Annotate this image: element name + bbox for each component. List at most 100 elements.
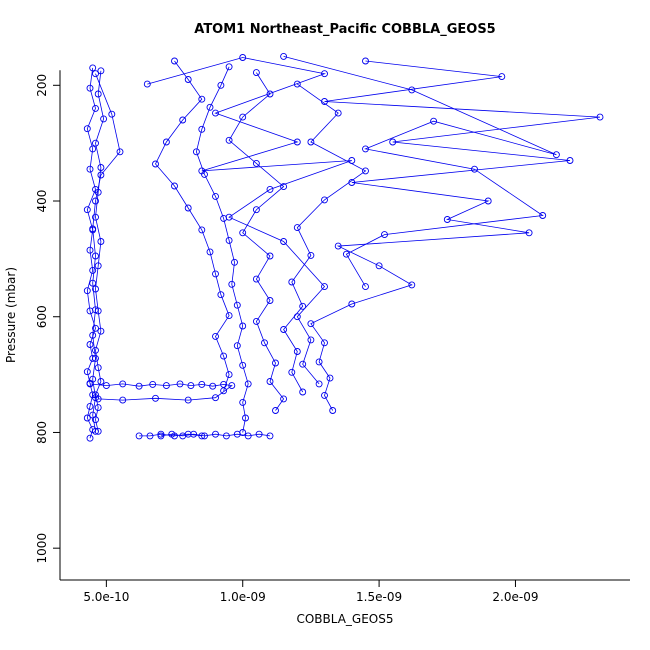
data-point bbox=[89, 331, 97, 339]
series-line-profile-08 bbox=[310, 60, 601, 411]
data-point bbox=[430, 117, 438, 125]
data-point bbox=[108, 110, 116, 118]
data-point bbox=[149, 380, 157, 388]
y-tick-label: 400 bbox=[35, 190, 49, 213]
data-point bbox=[184, 76, 192, 83]
data-point bbox=[307, 251, 315, 259]
data-point bbox=[293, 224, 301, 232]
data-point bbox=[266, 90, 274, 98]
data-point bbox=[280, 52, 288, 60]
data-point bbox=[348, 157, 356, 164]
data-point bbox=[152, 160, 159, 168]
data-point bbox=[222, 432, 230, 440]
data-point bbox=[321, 196, 328, 204]
data-point bbox=[92, 324, 99, 332]
data-point bbox=[244, 380, 252, 388]
data-point bbox=[362, 167, 369, 175]
data-point bbox=[280, 238, 288, 245]
data-point bbox=[239, 322, 247, 330]
data-point bbox=[252, 275, 260, 283]
data-point bbox=[252, 317, 260, 325]
data-point bbox=[315, 358, 323, 366]
data-point bbox=[162, 138, 170, 146]
data-point bbox=[293, 348, 301, 355]
data-point bbox=[209, 382, 217, 390]
data-point bbox=[233, 301, 241, 309]
data-point bbox=[408, 86, 416, 94]
data-point bbox=[92, 346, 99, 354]
data-point bbox=[206, 103, 214, 111]
data-point bbox=[326, 374, 334, 382]
data-point bbox=[171, 182, 178, 190]
data-point bbox=[92, 427, 99, 435]
data-point bbox=[86, 165, 94, 173]
data-point bbox=[498, 73, 506, 81]
data-point bbox=[239, 429, 247, 436]
data-point bbox=[162, 382, 170, 390]
data-point bbox=[239, 113, 247, 121]
data-point bbox=[228, 280, 236, 288]
data-point bbox=[89, 279, 97, 287]
data-point bbox=[92, 252, 99, 260]
data-point bbox=[86, 434, 94, 442]
data-point bbox=[171, 432, 178, 440]
data-point bbox=[89, 145, 97, 153]
data-point bbox=[86, 380, 94, 388]
data-point bbox=[184, 430, 192, 438]
data-point bbox=[86, 84, 94, 92]
data-point bbox=[92, 306, 99, 314]
data-point bbox=[135, 382, 143, 390]
data-point bbox=[212, 109, 219, 117]
x-tick-label: 2.0e-09 bbox=[492, 590, 538, 604]
data-point bbox=[255, 430, 263, 438]
data-point bbox=[100, 115, 108, 123]
data-point bbox=[92, 70, 99, 78]
data-point bbox=[288, 278, 296, 286]
data-point bbox=[97, 164, 105, 171]
data-point bbox=[539, 212, 547, 219]
data-point bbox=[212, 270, 219, 278]
data-point bbox=[272, 407, 279, 414]
series-line-profile-09 bbox=[283, 83, 367, 393]
series-line-profile-07 bbox=[228, 72, 285, 411]
series-line-profile-12 bbox=[139, 433, 202, 437]
chart-title: ATOM1 Northeast_Pacific COBBLA_GEOS5 bbox=[194, 22, 495, 37]
data-point bbox=[86, 341, 94, 348]
data-point bbox=[119, 380, 127, 388]
y-tick-label: 800 bbox=[35, 421, 49, 444]
data-point bbox=[334, 109, 342, 117]
data-point bbox=[86, 402, 94, 410]
y-axis-label: Pressure (mbar) bbox=[4, 267, 18, 363]
data-point bbox=[83, 206, 91, 214]
data-point bbox=[212, 192, 219, 200]
data-point bbox=[566, 157, 574, 164]
data-point bbox=[198, 95, 206, 103]
data-point bbox=[83, 287, 91, 295]
data-point bbox=[171, 57, 178, 65]
data-point bbox=[299, 360, 307, 368]
data-point bbox=[280, 326, 288, 333]
data-point bbox=[198, 167, 206, 175]
data-point bbox=[220, 352, 228, 360]
data-point bbox=[242, 414, 249, 422]
series-line-profile-01 bbox=[86, 67, 96, 439]
data-point bbox=[348, 300, 356, 308]
data-point bbox=[157, 430, 165, 438]
data-point bbox=[92, 285, 99, 293]
y-tick-label: 1000 bbox=[35, 533, 49, 564]
data-point bbox=[307, 336, 315, 344]
data-point bbox=[97, 67, 105, 75]
data-point bbox=[152, 394, 159, 402]
data-point bbox=[321, 70, 328, 78]
series-line-profile-11 bbox=[147, 57, 352, 385]
data-point bbox=[321, 391, 328, 399]
data-point bbox=[212, 430, 219, 438]
series-line-profile-02 bbox=[95, 70, 105, 432]
data-point bbox=[89, 225, 97, 233]
data-point bbox=[293, 80, 301, 88]
data-point bbox=[307, 138, 315, 146]
data-point bbox=[280, 183, 288, 191]
data-point bbox=[225, 213, 233, 221]
data-point bbox=[231, 258, 238, 266]
